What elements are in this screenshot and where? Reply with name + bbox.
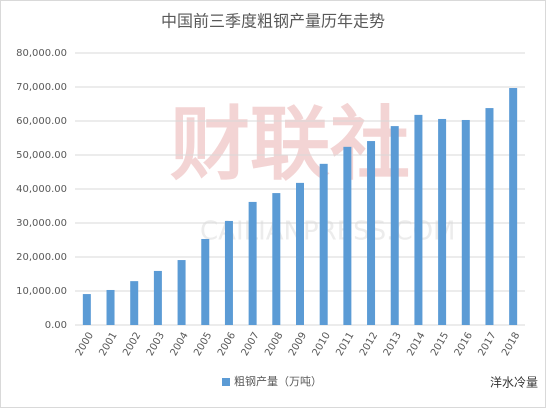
bar bbox=[367, 141, 376, 325]
y-tick-label: 30,000.00 bbox=[16, 218, 67, 229]
bar bbox=[201, 238, 210, 325]
bar bbox=[414, 114, 423, 325]
y-tick-label: 10,000.00 bbox=[16, 286, 67, 297]
bar bbox=[272, 193, 281, 325]
y-tick-label: 60,000.00 bbox=[16, 116, 67, 127]
bar bbox=[485, 108, 494, 325]
y-tick-label: 50,000.00 bbox=[16, 150, 67, 161]
bar bbox=[343, 146, 352, 325]
bar bbox=[130, 281, 139, 325]
bar bbox=[153, 270, 162, 325]
y-tick-label: 20,000.00 bbox=[16, 252, 67, 263]
bar bbox=[319, 163, 328, 325]
y-tick-label: 0.00 bbox=[45, 320, 67, 331]
bar bbox=[106, 289, 115, 325]
bar bbox=[390, 126, 399, 325]
bar bbox=[177, 260, 186, 325]
source-label: 洋水冷量 bbox=[490, 375, 538, 390]
y-tick-label: 80,000.00 bbox=[16, 48, 67, 59]
bar bbox=[509, 88, 518, 326]
bar bbox=[248, 201, 257, 325]
bar bbox=[224, 220, 233, 325]
watermark-sub: CAILIANPRESS.COM bbox=[200, 217, 456, 247]
y-tick-label: 40,000.00 bbox=[16, 184, 67, 195]
y-tick-label: 70,000.00 bbox=[16, 82, 67, 93]
chart-title: 中国前三季度粗钢产量历年走势 bbox=[161, 12, 385, 31]
legend-swatch bbox=[222, 378, 230, 386]
bar bbox=[82, 294, 91, 325]
bar bbox=[296, 182, 304, 325]
legend-label: 粗钢产量（万吨） bbox=[234, 374, 322, 388]
bar bbox=[461, 119, 470, 325]
bar bbox=[438, 118, 447, 326]
